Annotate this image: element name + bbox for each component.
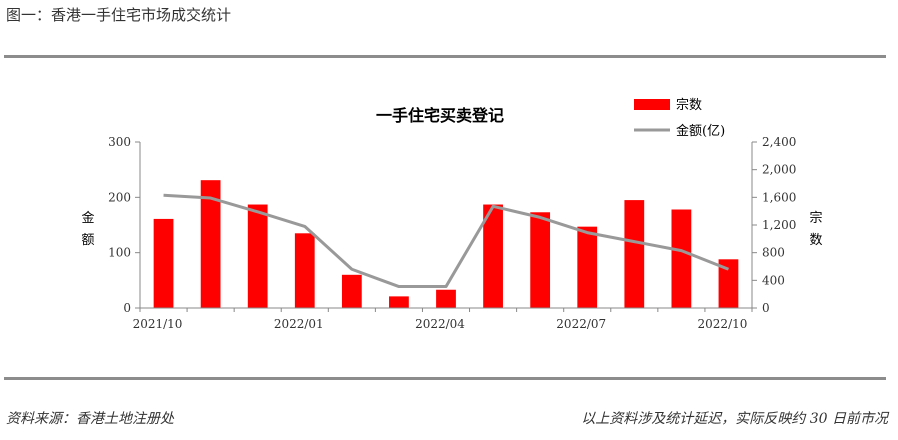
right-tick-label: 2,400 <box>762 135 796 149</box>
right-axis: 0 400 800 1,200 1,600 2,000 2,400 <box>751 135 796 315</box>
right-axis-label-char-2: 数 <box>809 233 822 248</box>
bar-2022/01 <box>294 233 315 308</box>
left-axis-label-char-1: 金 <box>81 210 94 226</box>
bar-2022/08 <box>624 200 645 308</box>
legend-bar-swatch <box>634 99 670 110</box>
left-tick-label: 0 <box>123 301 131 315</box>
bar-2022/02 <box>341 274 362 308</box>
bar-2022/09 <box>671 209 692 308</box>
bar-2021/10 <box>153 218 174 308</box>
legend-line-label: 金额(亿) <box>676 123 725 139</box>
left-tick-label: 200 <box>108 190 131 204</box>
x-tick-label: 2022/07 <box>556 317 606 331</box>
left-tick-label: 300 <box>108 135 131 149</box>
delay-note: 以上资料涉及统计延迟，实际反映约 30 日前市况 <box>581 411 888 427</box>
x-tick-label: 2022/01 <box>274 317 324 331</box>
bar-2022/10 <box>718 259 739 308</box>
right-tick-label: 0 <box>762 301 770 315</box>
legend: 宗数 金额(亿) <box>634 97 725 139</box>
figure-title: 图一：香港一手住宅市场成交统计 <box>6 6 232 24</box>
right-axis-label-char-1: 宗 <box>809 210 822 226</box>
bar-2022/04 <box>436 289 456 308</box>
right-tick-label: 400 <box>762 273 785 287</box>
chart-title: 一手住宅买卖登记 <box>376 106 504 125</box>
bottom-rule <box>4 377 886 380</box>
bar-2022/07 <box>577 226 598 308</box>
plot-area <box>153 180 739 308</box>
left-axis: 0 100 200 300 <box>108 135 141 315</box>
right-tick-label: 800 <box>762 246 785 260</box>
x-axis: 2021/10 2022/01 2022/04 2022/07 2022/10 <box>133 307 753 331</box>
right-tick-label: 1,600 <box>762 190 796 204</box>
legend-bar-label: 宗数 <box>676 97 702 113</box>
x-tick-label: 2022/10 <box>698 317 748 331</box>
left-tick-label: 100 <box>108 246 131 260</box>
amount-line <box>163 193 730 289</box>
left-axis-label-char-2: 额 <box>81 233 94 248</box>
bar-2022/06 <box>530 212 551 308</box>
right-tick-label: 2,000 <box>762 163 796 177</box>
x-tick-label: 2022/04 <box>415 317 465 331</box>
bar-2022/03 <box>389 296 409 308</box>
bar-2021/12 <box>247 204 268 308</box>
source-note: 资料来源：香港土地注册处 <box>6 411 174 427</box>
bar-2021/11 <box>200 180 221 308</box>
bar-2022/05 <box>483 204 503 308</box>
top-rule <box>4 55 886 58</box>
right-tick-label: 1,200 <box>762 218 796 232</box>
x-tick-label: 2021/10 <box>133 317 183 331</box>
